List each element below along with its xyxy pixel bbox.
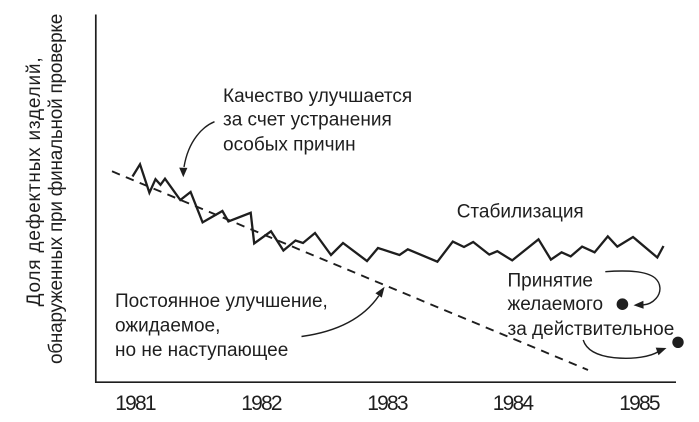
svg-text:Качество улучшается: Качество улучшается (223, 86, 412, 107)
svg-text:Принятие: Принятие (508, 270, 594, 291)
svg-text:Доля дефектных изделий,: Доля дефектных изделий, (24, 57, 45, 307)
svg-text:Стабилизация: Стабилизация (457, 202, 584, 223)
svg-text:1981: 1981 (115, 392, 156, 415)
svg-text:1982: 1982 (241, 392, 282, 415)
svg-text:особых причин: особых причин (223, 134, 356, 155)
svg-text:за счет устранения: за счет устранения (223, 109, 392, 130)
svg-text:ожидаемое,: ожидаемое, (115, 316, 220, 337)
svg-text:1984: 1984 (493, 392, 535, 415)
svg-text:желаемого: желаемого (508, 294, 604, 315)
svg-text:Постоянное улучшение,: Постоянное улучшение, (115, 291, 328, 312)
svg-text:обнаруженных при финальной про: обнаруженных при финальной проверке (46, 14, 67, 364)
svg-text:за действительное: за действительное (508, 319, 675, 340)
svg-text:но не наступающее: но не наступающее (115, 340, 288, 361)
svg-text:1983: 1983 (367, 392, 408, 415)
svg-text:1985: 1985 (619, 392, 660, 415)
